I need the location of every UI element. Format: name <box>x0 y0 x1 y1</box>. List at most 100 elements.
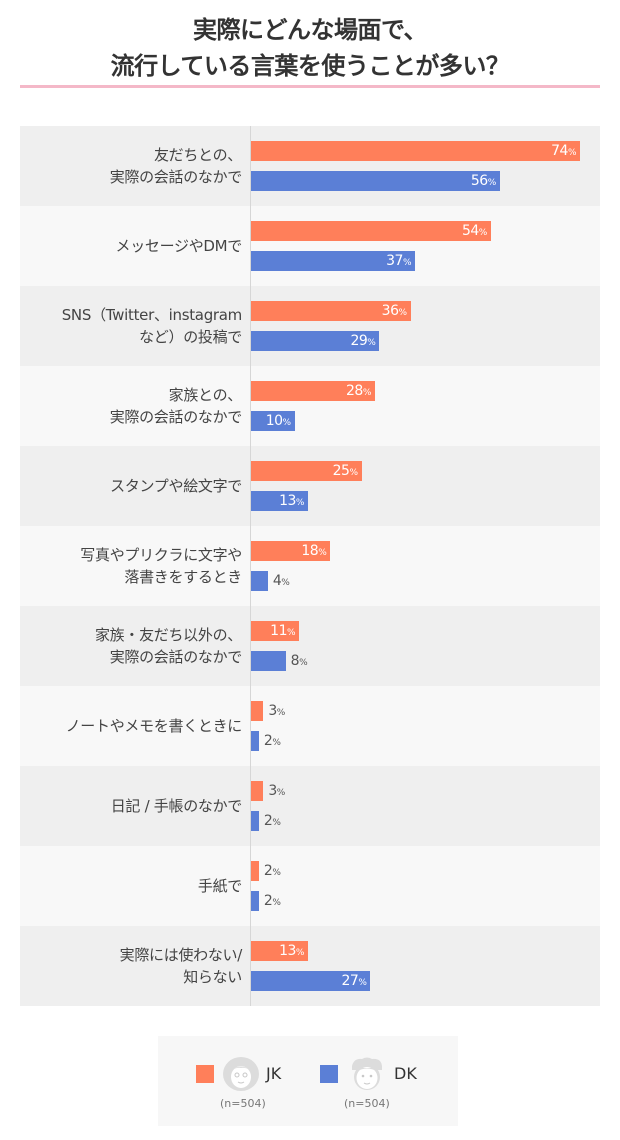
percent-sign: % <box>272 898 281 908</box>
bar-value-number: 10 <box>265 413 283 429</box>
category-label: ノートやメモを書くときに <box>20 686 243 766</box>
chart-row: 日記 / 手帳のなかで 3% 2% <box>20 766 600 846</box>
bar-value-number: 74 <box>551 143 568 159</box>
category-label-line-2: 知らない <box>183 968 242 986</box>
category-label-line-1: 家族との、 <box>168 386 243 404</box>
bar-dk: 37% <box>250 251 416 271</box>
bar-jk: 18% <box>250 541 331 561</box>
bar-value-jk: 2% <box>264 861 281 881</box>
percent-sign: % <box>295 498 305 508</box>
chart-row: 友だちとの、実際の会話のなかで 74% 56% <box>20 126 600 206</box>
bar-chart: 友だちとの、 実際の会話のなかで 74% 56% メッセージやDMで 54% 37% SNS（… <box>20 126 600 1006</box>
category-label: スタンプや絵文字で <box>20 446 242 526</box>
legend-swatch-jk <box>196 1065 214 1083</box>
bar-dk: 29% <box>250 331 380 351</box>
bar-dk: 10% <box>250 411 295 431</box>
legend-item-jk: JK (n=504) <box>158 1036 308 1126</box>
bar-dk: 2% <box>250 891 281 911</box>
bar-jk: 11% <box>250 621 300 641</box>
category-label: 家族・友だち以外の、実際の会話のなかで <box>20 606 242 686</box>
category-label-line-1: SNS（Twitter、instagram <box>61 306 243 324</box>
bar-jk: 54% <box>250 221 491 241</box>
percent-sign: % <box>402 258 412 268</box>
chart-row: 写真やプリクラに文字や落書きをするとき 18% 4% <box>20 526 600 606</box>
category-label: 家族との、実際の会話のなかで <box>20 366 243 446</box>
category-label-line-2: など）の投稿で <box>139 328 242 346</box>
bar-value-number: 13 <box>279 493 296 509</box>
bar-value-number: 54 <box>461 223 479 239</box>
percent-sign: % <box>567 148 577 158</box>
bar-jk: 2% <box>250 861 281 881</box>
bar-value-number: 3 <box>268 783 277 799</box>
category-label: 日記 / 手帳のなかで <box>20 766 243 846</box>
category-label-line-2: 実際の会話のなかで <box>109 408 243 426</box>
bar-value-dk: 2% <box>263 811 281 831</box>
bar-jk: 28% <box>250 381 375 401</box>
bar-value-jk: 11% <box>270 621 295 641</box>
boy-face-icon <box>352 1057 382 1090</box>
chart-row: SNS（Twitter、instagram など）の投稿で 36% 29% <box>20 286 600 366</box>
category-label-line-2: 落書きをするとき <box>124 568 242 586</box>
percent-sign: % <box>398 308 407 318</box>
chart-title-line-2: 流行している言葉を使うことが多い？ <box>110 52 510 80</box>
bar-value-number: 3 <box>268 703 277 719</box>
percent-sign: % <box>276 708 286 718</box>
chart-row: メッセージやDMで 54% 37% <box>20 206 600 286</box>
bar-value-jk: 18% <box>301 541 326 561</box>
bar-value-number: 36 <box>381 303 399 319</box>
bar-jk: 3% <box>250 701 285 721</box>
bar-value-jk: 36% <box>382 301 407 321</box>
chart-row: 家族との、 実際の会話のなかで 28% 10% <box>20 366 600 446</box>
bar-value-dk: 4% <box>273 571 290 591</box>
legend-label-jk: JK <box>266 1064 282 1083</box>
percent-sign: % <box>349 468 358 478</box>
bar-dk: 2% <box>250 731 281 751</box>
category-label-line-1: 家族・友だち以外の、 <box>94 626 242 644</box>
title-underline <box>20 85 600 88</box>
category-label-line-1: メッセージやDMで <box>115 237 243 255</box>
bar-value-number: 2 <box>263 813 273 829</box>
bar-value-jk: 3% <box>268 701 286 721</box>
bar-value-dk: 37% <box>386 251 411 271</box>
y-axis-line <box>250 126 251 1006</box>
category-label-line-2: 実際の会話のなかで <box>109 648 243 666</box>
legend: JK (n=504) DK (n=504) <box>158 1036 458 1126</box>
bar-value-dk: 13% <box>279 491 304 511</box>
bar-value-jk: 28% <box>346 381 371 401</box>
bar-value-number: 11 <box>270 623 287 639</box>
bar-value-number: 18 <box>301 543 319 559</box>
bar-value-dk: 2% <box>264 891 281 911</box>
bar-jk: 13% <box>250 941 308 961</box>
bar-dk: 13% <box>250 491 308 511</box>
percent-sign: % <box>299 658 308 668</box>
chart-row: スタンプや絵文字で 25% 13% <box>20 446 600 526</box>
category-label-line-1: 写真やプリクラに文字や <box>80 546 242 564</box>
bar-value-jk: 13% <box>279 941 304 961</box>
percent-sign: % <box>282 418 292 428</box>
category-label-line-2: 実際の会話のなかで <box>109 168 243 186</box>
category-label-line-1: スタンプや絵文字で <box>110 477 242 495</box>
bar-value-number: 28 <box>345 383 363 399</box>
chart-title: 実際にどんな場面で、 流行している言葉を使うことが多い？ <box>0 12 620 84</box>
bar-jk: 3% <box>250 781 285 801</box>
percent-sign: % <box>478 228 488 238</box>
bar-value-dk: 56% <box>471 171 496 191</box>
girl-face-icon <box>223 1057 259 1091</box>
category-label-line-1: 日記 / 手帳のなかで <box>110 797 243 815</box>
percent-sign: % <box>272 868 281 878</box>
bar-jk: 25% <box>250 461 362 481</box>
legend-swatch-dk <box>320 1065 338 1083</box>
bar-value-number: 8 <box>290 653 300 669</box>
chart-row: ノートやメモを書くときに 3% 2% <box>20 686 600 766</box>
percent-sign: % <box>358 978 367 988</box>
category-label-line-1: ノートやメモを書くときに <box>65 717 243 735</box>
bar-value-jk: 54% <box>462 221 487 241</box>
legend-sample-size-dk: (n=504) <box>344 1097 390 1110</box>
category-label-line-1: 友だちとの、 <box>153 146 242 164</box>
bar-value-number: 37 <box>386 253 403 269</box>
bar-value-number: 29 <box>350 333 368 349</box>
bar-jk: 74% <box>250 141 581 161</box>
percent-sign: % <box>286 628 296 638</box>
chart-row: 家族・友だち以外の、 実際の会話のなかで 11% 8% <box>20 606 600 686</box>
